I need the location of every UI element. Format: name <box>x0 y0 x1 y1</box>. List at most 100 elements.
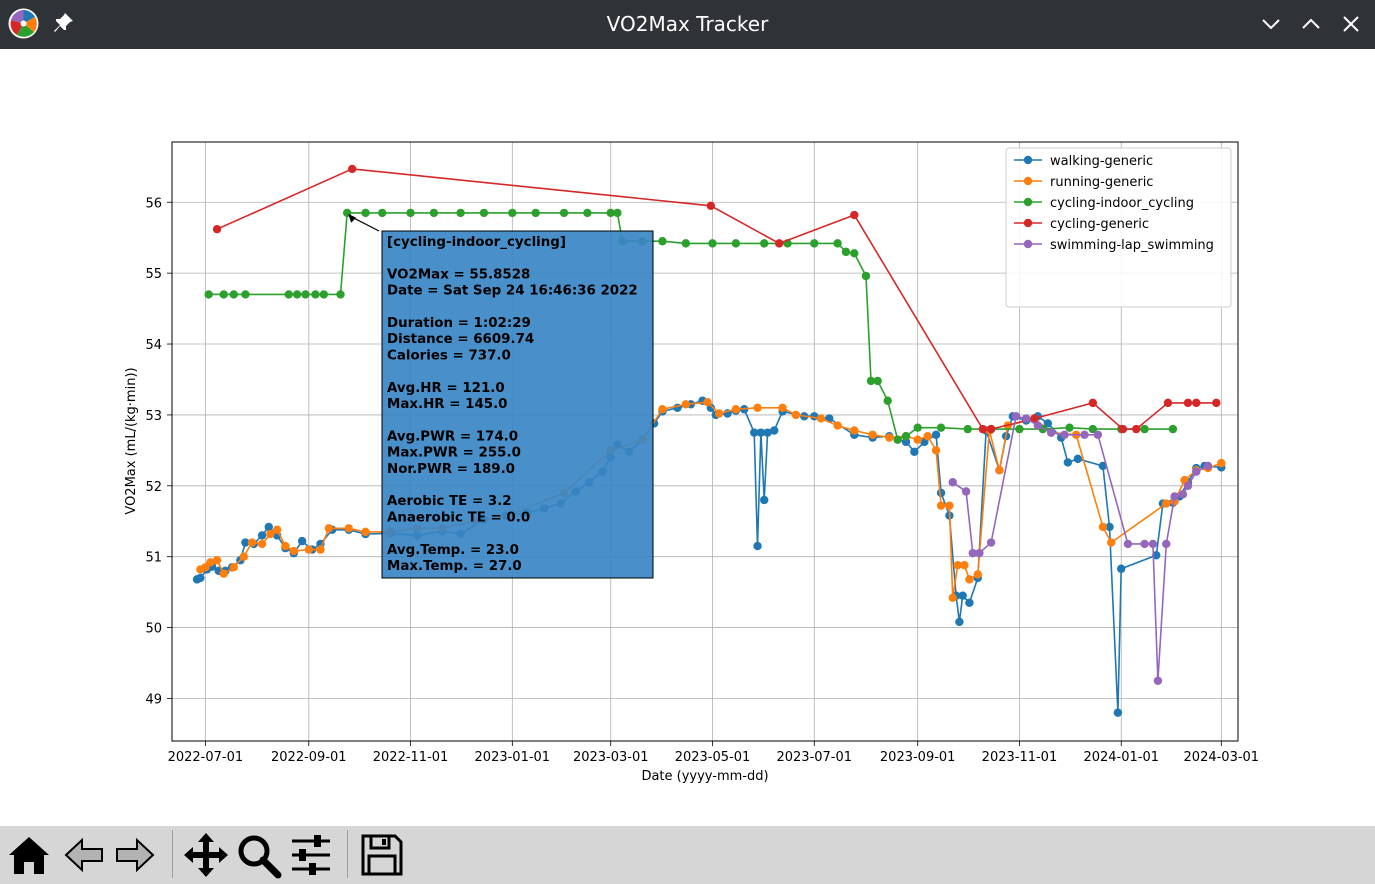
data-point[interactable] <box>196 573 205 583</box>
zoom-icon[interactable] <box>234 831 282 879</box>
data-point[interactable] <box>361 527 370 537</box>
close-icon[interactable] <box>1339 12 1363 36</box>
data-point[interactable] <box>241 290 250 299</box>
chevron-up-icon[interactable] <box>1299 12 1323 36</box>
data-point[interactable] <box>816 414 826 423</box>
data-point[interactable] <box>406 208 415 218</box>
data-point[interactable] <box>1170 492 1179 501</box>
data-point[interactable] <box>508 208 517 218</box>
data-point[interactable] <box>292 290 302 299</box>
data-point[interactable] <box>833 421 842 430</box>
data-point[interactable] <box>681 400 691 409</box>
configure-subplots-icon[interactable] <box>287 831 335 879</box>
data-point[interactable] <box>1217 458 1226 468</box>
data-point[interactable] <box>1113 708 1123 717</box>
data-point[interactable] <box>1148 539 1158 549</box>
data-point[interactable] <box>1088 398 1098 408</box>
data-point[interactable] <box>960 560 969 570</box>
data-point[interactable] <box>272 525 282 534</box>
data-point[interactable] <box>775 239 784 248</box>
data-point[interactable] <box>1088 424 1098 434</box>
data-point[interactable] <box>361 208 370 218</box>
data-point[interactable] <box>756 428 766 437</box>
data-point[interactable] <box>868 430 877 439</box>
data-point[interactable] <box>973 570 982 579</box>
data-point[interactable] <box>212 224 222 234</box>
data-point[interactable] <box>1105 522 1114 532</box>
data-point[interactable] <box>1162 539 1171 549</box>
data-point[interactable] <box>1093 430 1103 439</box>
data-point[interactable] <box>1030 414 1039 423</box>
data-point[interactable] <box>913 435 922 444</box>
data-point[interactable] <box>479 208 489 218</box>
data-point[interactable] <box>714 409 724 418</box>
data-point[interactable] <box>257 539 267 549</box>
data-point[interactable] <box>1046 428 1056 437</box>
data-point[interactable] <box>1163 398 1173 408</box>
data-point[interactable] <box>750 428 759 437</box>
data-point[interactable] <box>731 405 741 414</box>
pan-icon[interactable] <box>182 831 230 879</box>
data-point[interactable] <box>873 376 882 386</box>
data-point[interactable] <box>1015 424 1024 434</box>
data-point[interactable] <box>955 617 964 627</box>
data-point[interactable] <box>531 208 540 218</box>
data-point[interactable] <box>229 563 238 572</box>
data-point[interactable] <box>658 405 667 414</box>
data-point[interactable] <box>1043 419 1053 428</box>
data-point[interactable] <box>1065 423 1074 432</box>
data-point[interactable] <box>257 531 267 540</box>
data-point[interactable] <box>1192 398 1201 408</box>
data-point[interactable] <box>936 501 946 510</box>
data-point[interactable] <box>936 488 946 498</box>
data-point[interactable] <box>456 208 465 218</box>
data-point[interactable] <box>945 501 954 510</box>
data-point[interactable] <box>866 376 876 386</box>
data-point[interactable] <box>965 575 974 584</box>
data-point[interactable] <box>1033 421 1043 430</box>
data-point[interactable] <box>1060 430 1069 439</box>
data-point[interactable] <box>1021 414 1031 423</box>
data-point[interactable] <box>975 548 984 558</box>
data-point[interactable] <box>948 593 957 603</box>
data-point[interactable] <box>936 423 946 432</box>
data-point[interactable] <box>931 446 941 455</box>
data-point[interactable] <box>995 466 1004 475</box>
data-point[interactable] <box>931 430 941 439</box>
data-point[interactable] <box>708 239 717 248</box>
data-point[interactable] <box>893 435 902 444</box>
data-point[interactable] <box>850 249 859 258</box>
data-point[interactable] <box>316 545 325 554</box>
data-point[interactable] <box>239 552 248 561</box>
data-point[interactable] <box>559 208 569 218</box>
home-icon[interactable] <box>5 831 53 879</box>
data-point[interactable] <box>681 239 691 248</box>
data-point[interactable] <box>953 560 962 570</box>
pin-icon[interactable] <box>53 12 75 34</box>
data-point[interactable] <box>1153 676 1163 685</box>
data-point[interactable] <box>986 538 996 547</box>
data-point[interactable] <box>910 447 919 456</box>
data-point[interactable] <box>810 239 819 248</box>
data-point[interactable] <box>1140 539 1149 549</box>
data-point[interactable] <box>1117 564 1126 573</box>
data-point[interactable] <box>229 290 238 299</box>
data-point[interactable] <box>301 290 310 299</box>
data-point[interactable] <box>883 396 892 405</box>
data-point[interactable] <box>1168 424 1178 434</box>
data-point[interactable] <box>770 426 779 435</box>
data-point[interactable] <box>284 290 293 299</box>
data-point[interactable] <box>963 424 972 434</box>
data-point[interactable] <box>961 487 971 496</box>
data-point[interactable] <box>347 164 357 174</box>
data-point[interactable] <box>241 538 250 547</box>
data-point[interactable] <box>319 290 329 299</box>
data-point[interactable] <box>606 208 615 218</box>
data-point[interactable] <box>1073 454 1083 464</box>
data-point[interactable] <box>706 201 716 210</box>
data-point[interactable] <box>247 538 257 547</box>
data-point[interactable] <box>266 529 275 539</box>
data-point[interactable] <box>219 569 228 578</box>
save-icon[interactable] <box>358 831 406 879</box>
data-point[interactable] <box>1162 499 1171 508</box>
